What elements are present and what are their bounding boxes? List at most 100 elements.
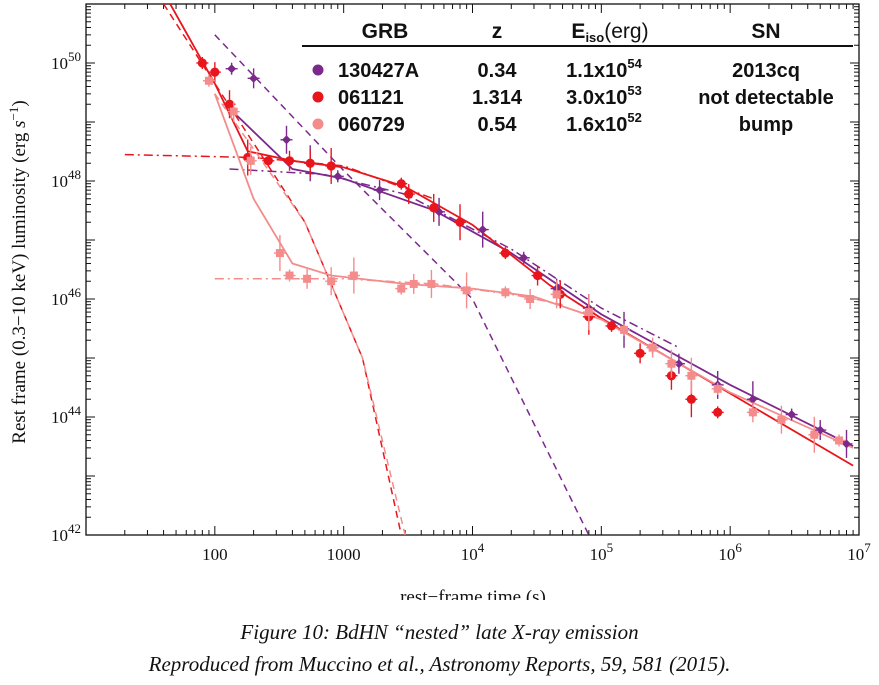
data-point (618, 323, 631, 336)
y-axis-label: Rest frame (0.3−10 keV) luminosity (erg … (6, 100, 30, 443)
data-point (711, 406, 724, 419)
data-point (325, 147, 338, 184)
diamond-marker (478, 225, 488, 235)
fit-curve (228, 107, 854, 448)
legend-header-grb: GRB (362, 20, 409, 43)
data-point (785, 408, 798, 421)
x-axis-label: rest−frame time (s) (400, 587, 546, 600)
data-point (646, 337, 659, 358)
y-tick-label-exp: 46 (68, 285, 82, 300)
square-marker (648, 343, 657, 352)
legend-grb: 061121 (338, 87, 404, 109)
y-tick-label-base: 10 (51, 526, 68, 545)
x-tick-label-exp: 4 (478, 540, 485, 555)
data-point (499, 286, 512, 299)
legend-eiso: 1.1x1054 (566, 56, 642, 82)
data-point (247, 68, 260, 89)
data-point (454, 204, 467, 241)
diamond-marker (375, 185, 385, 195)
steep-decay-curve (162, 4, 403, 535)
square-marker (246, 156, 255, 165)
x-tick-label-base: 10 (590, 545, 607, 564)
square-marker (552, 290, 561, 299)
legend-sn: not detectable (698, 87, 834, 109)
diamond-marker (748, 394, 758, 404)
circle-marker (210, 67, 220, 77)
circle-marker (396, 179, 406, 189)
legend-grb: 060729 (338, 114, 405, 136)
circle-marker (224, 99, 235, 109)
data-point (476, 211, 489, 248)
data-point (273, 235, 286, 272)
y-tick-label: 1050 (51, 49, 81, 73)
square-marker (349, 271, 358, 280)
data-point (373, 180, 386, 201)
data-point (634, 343, 647, 364)
data-point (331, 170, 344, 183)
data-point (775, 405, 788, 434)
square-marker (204, 76, 213, 85)
square-marker (275, 249, 284, 258)
legend-eiso-base: 1.1x10 (566, 60, 627, 82)
chart-svg: 100 1000 104 105 106 10710421044104610481050 … (6, 3, 871, 600)
data-point (262, 154, 275, 167)
diamond-marker (787, 410, 797, 420)
data-point (196, 57, 209, 69)
steep-decay-curve (214, 93, 406, 535)
plateau-component-curve (229, 168, 680, 349)
data-point (531, 265, 544, 286)
fit-curves (124, 4, 854, 535)
data-point (283, 269, 296, 282)
square-marker (810, 430, 819, 439)
legend-header-eiso-main: E (571, 20, 585, 43)
x-tick-label: 107 (847, 540, 871, 564)
data-point (672, 353, 685, 374)
square-marker (777, 415, 786, 424)
x-tick-label-exp: 7 (864, 540, 871, 555)
square-marker (427, 279, 436, 288)
square-marker (748, 408, 757, 417)
circle-marker (326, 161, 336, 171)
data-point (499, 247, 512, 260)
diamond-marker (227, 64, 237, 74)
data-point (582, 294, 595, 331)
data-point (280, 125, 293, 154)
x-tick-label: 105 (590, 540, 614, 564)
legend-z: 1.314 (472, 87, 523, 109)
x-tick-label-base: 10 (718, 545, 735, 564)
circle-marker (532, 270, 543, 281)
data-point (202, 74, 215, 87)
figure-source: Reproduced from Muccino et al., Astronom… (148, 652, 731, 676)
square-marker (285, 271, 294, 280)
data-point (402, 184, 415, 205)
data-point (395, 282, 408, 295)
x-tick-label: 104 (461, 540, 485, 564)
y-tick-label-base: 10 (51, 408, 68, 427)
legend-eiso-exp: 54 (627, 56, 642, 71)
square-marker (327, 277, 336, 286)
figure-caption: Figure 10: BdHN “nested” late X-ray emis… (240, 620, 639, 644)
legend-header-eiso: Eiso(erg) (571, 20, 648, 45)
data-point (665, 349, 678, 378)
legend-eiso-base: 3.0x10 (566, 87, 627, 109)
y-tick-label: 1042 (51, 521, 81, 545)
legend-z: 0.34 (478, 60, 518, 82)
y-tick-label: 1046 (51, 285, 82, 309)
plot-frame (85, 3, 860, 536)
y-axis-label-main: Rest frame (0.3−10 keV) luminosity (erg (9, 128, 30, 444)
square-marker (713, 384, 722, 393)
data-point (711, 382, 724, 395)
diamond-marker (333, 171, 343, 181)
data-point (746, 402, 759, 423)
circle-marker (263, 156, 273, 166)
data-point (460, 272, 473, 309)
legend-marker (312, 91, 324, 103)
data-point (425, 269, 438, 298)
square-marker (229, 107, 238, 116)
data-point (685, 357, 698, 394)
square-marker (687, 371, 696, 380)
data-point (407, 273, 420, 294)
y-tick-label-base: 10 (51, 54, 68, 73)
y-axis-label-unit: s (9, 120, 30, 127)
